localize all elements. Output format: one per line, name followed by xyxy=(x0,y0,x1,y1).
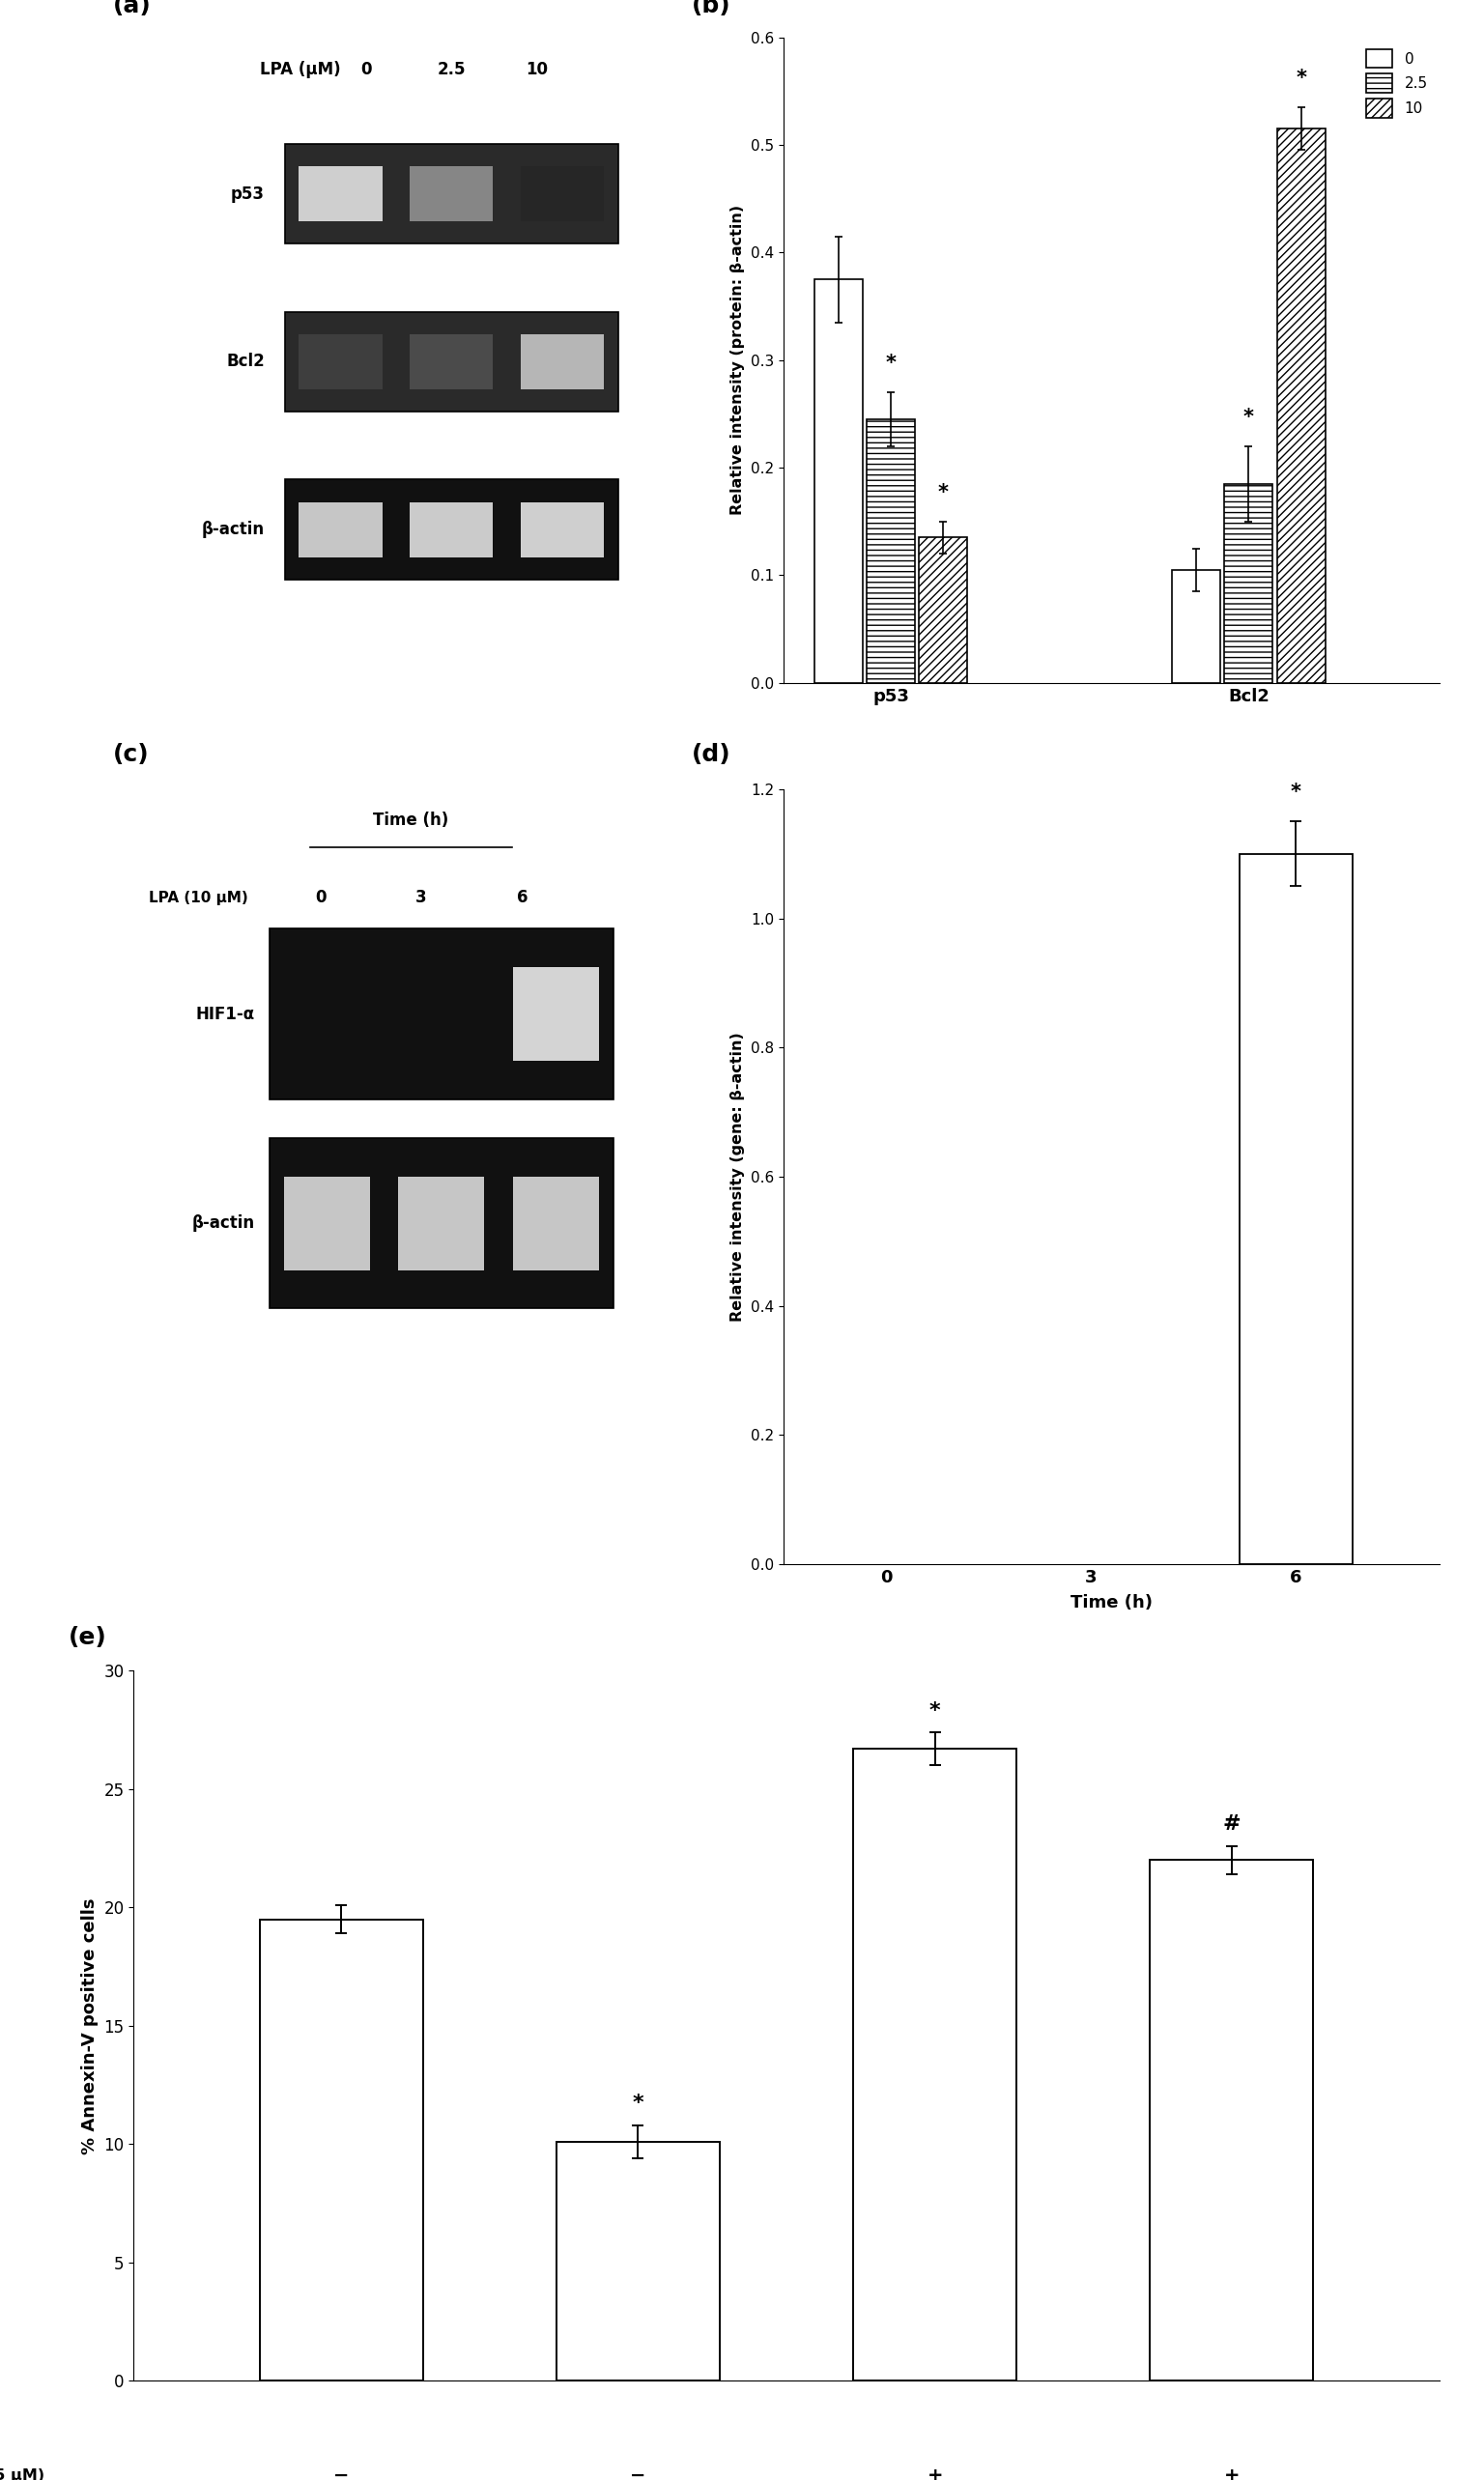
Text: *: * xyxy=(886,355,896,372)
Bar xyxy=(399,1176,484,1270)
Text: 0: 0 xyxy=(315,890,326,908)
Bar xyxy=(410,166,493,221)
Legend: 0, 2.5, 10: 0, 2.5, 10 xyxy=(1361,45,1432,122)
Text: Bcl2: Bcl2 xyxy=(227,352,264,370)
Bar xyxy=(521,166,604,221)
Bar xyxy=(513,967,598,1061)
Text: (c): (c) xyxy=(113,744,150,766)
Text: Time (h): Time (h) xyxy=(374,811,450,828)
Bar xyxy=(285,479,617,580)
Bar xyxy=(1224,484,1273,682)
Bar xyxy=(521,501,604,558)
Text: *: * xyxy=(632,2093,644,2113)
X-axis label: Time (h): Time (h) xyxy=(1070,1595,1153,1612)
Text: (a): (a) xyxy=(113,0,151,17)
Bar xyxy=(298,501,381,558)
Bar xyxy=(867,419,914,682)
Bar xyxy=(285,312,617,412)
Text: 3: 3 xyxy=(416,890,427,908)
Text: *: * xyxy=(1291,784,1301,801)
Y-axis label: Relative intensity (protein: β-actin): Relative intensity (protein: β-actin) xyxy=(730,206,745,516)
Text: *: * xyxy=(929,1701,941,1721)
Bar xyxy=(260,1920,423,2381)
Text: ABT-737 (25 μM): ABT-737 (25 μM) xyxy=(0,2468,45,2480)
Text: (b): (b) xyxy=(692,0,730,17)
Text: HIF1-α: HIF1-α xyxy=(196,1004,255,1022)
Text: −: − xyxy=(631,2465,646,2480)
Bar xyxy=(1150,1860,1313,2381)
Bar xyxy=(283,1176,370,1270)
Y-axis label: % Annexin-V positive cells: % Annexin-V positive cells xyxy=(82,1897,98,2155)
Text: LPA (μM): LPA (μM) xyxy=(260,62,340,79)
Bar xyxy=(556,2143,720,2381)
Bar xyxy=(815,280,862,682)
Text: 2.5: 2.5 xyxy=(438,62,466,79)
Bar xyxy=(853,1748,1017,2381)
Text: 10: 10 xyxy=(527,62,549,79)
Text: +: + xyxy=(928,2465,942,2480)
Bar xyxy=(410,335,493,389)
Text: β-actin: β-actin xyxy=(202,521,264,538)
Text: β-actin: β-actin xyxy=(191,1215,255,1233)
Text: (d): (d) xyxy=(692,744,730,766)
Text: *: * xyxy=(938,484,948,501)
Text: LPA (10 μM): LPA (10 μM) xyxy=(148,890,248,905)
Text: −: − xyxy=(334,2465,349,2480)
Y-axis label: Relative intensity (gene: β-actin): Relative intensity (gene: β-actin) xyxy=(730,1032,745,1322)
Text: #: # xyxy=(1223,1815,1241,1835)
Bar xyxy=(1276,129,1325,682)
Text: 0: 0 xyxy=(361,62,371,79)
Text: *: * xyxy=(1244,407,1254,427)
Bar xyxy=(1239,853,1352,1565)
Text: *: * xyxy=(1296,69,1306,87)
Bar xyxy=(513,1176,598,1270)
Text: p53: p53 xyxy=(232,186,264,203)
Bar xyxy=(270,1138,613,1309)
Bar xyxy=(298,335,381,389)
Bar xyxy=(410,501,493,558)
Bar xyxy=(298,166,381,221)
Bar xyxy=(521,335,604,389)
Text: +: + xyxy=(1224,2465,1239,2480)
Text: (e): (e) xyxy=(68,1627,107,1649)
Bar xyxy=(919,538,968,682)
Bar xyxy=(285,144,617,243)
Bar xyxy=(270,930,613,1099)
Bar xyxy=(1172,570,1220,682)
Text: 6: 6 xyxy=(516,890,528,908)
